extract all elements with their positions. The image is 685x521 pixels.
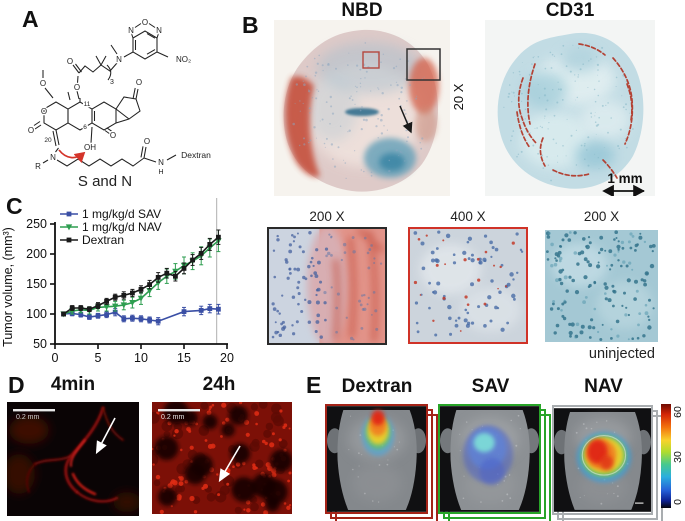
scale-bar-label: 0.2 mm — [16, 414, 40, 421]
scale-bar-label: 1 mm — [607, 171, 642, 186]
svg-text:Dextran: Dextran — [181, 150, 211, 160]
svg-text:O: O — [110, 131, 116, 140]
colorbar-min-label: 0 — [672, 499, 684, 505]
svg-text:1 mg/kg/d SAV: 1 mg/kg/d SAV — [82, 207, 161, 221]
nbd-title: NBD — [341, 0, 383, 21]
tumor-volume-chart: 0 5 10 15 20 50 100 150 200 250 Tumor volume, (mm³… — [1, 198, 234, 365]
svg-text:N: N — [156, 26, 162, 35]
inset3-magnification: 200 X — [583, 209, 620, 224]
svg-text:250: 250 — [26, 217, 47, 231]
nbd-histology-image — [274, 20, 450, 196]
stereo-caption: S and N — [77, 173, 133, 190]
magnification-20x-label: 20 X — [451, 83, 466, 111]
series-Dextran — [61, 229, 221, 317]
scale-bar — [13, 409, 55, 412]
svg-text:O: O — [40, 79, 46, 88]
heat-blob-nav — [576, 431, 632, 483]
group-sav-label: SAV — [471, 376, 510, 397]
group-dextran-label: Dextran — [341, 376, 413, 397]
tiny-scale-mark — [634, 502, 644, 504]
svg-text:0: 0 — [52, 351, 59, 365]
svg-text:O: O — [28, 126, 34, 135]
pointer-arrow — [95, 417, 116, 455]
group-nav-label: NAV — [584, 376, 623, 397]
svg-text:N: N — [128, 26, 134, 35]
cd31-vessels — [516, 43, 634, 179]
svg-text:10: 10 — [134, 351, 148, 365]
mouse-dextran-image — [325, 404, 438, 521]
svg-text:OH: OH — [84, 143, 96, 152]
scale-bar — [158, 409, 200, 412]
atom-labels: O N N NO₂ N 3 O O O O O O O 11 6 20 OH N… — [27, 17, 213, 178]
panel-c-label: C — [6, 193, 23, 219]
scale-bar-label: 0.2 mm — [161, 414, 185, 421]
svg-text:N: N — [116, 55, 122, 64]
pointer-arrow — [218, 445, 241, 483]
cd31-histology-image: 1 mm — [485, 20, 655, 196]
svg-text:O: O — [67, 57, 73, 66]
svg-text:N: N — [50, 153, 56, 162]
svg-text:100: 100 — [26, 307, 47, 321]
svg-text:15: 15 — [177, 351, 191, 365]
svg-text:20: 20 — [220, 351, 234, 365]
svg-text:11: 11 — [84, 101, 91, 108]
inset2-magnification: 400 X — [450, 209, 486, 224]
svg-text:O: O — [144, 137, 150, 146]
panel-e-label: E — [306, 372, 322, 398]
svg-text:O: O — [136, 78, 142, 87]
bond-lines — [33, 23, 177, 167]
svg-text:R: R — [35, 162, 41, 171]
fluorescence-4min-image: 0.2 mm — [7, 402, 139, 516]
svg-text:N: N — [158, 158, 164, 167]
svg-text:O: O — [41, 107, 47, 116]
fluorescence-24h-image: 0.2 mm — [152, 402, 292, 514]
intensity-colorbar — [661, 404, 671, 508]
mouse-sav-image — [438, 404, 551, 521]
svg-text:NO₂: NO₂ — [176, 55, 191, 64]
heat-blob-dextran — [361, 409, 395, 457]
panel-b-label: B — [242, 12, 259, 38]
inset3-uninjected-image — [545, 230, 658, 342]
svg-text:200: 200 — [26, 247, 47, 261]
y-axis-label: Tumor volume, (mm³) — [1, 227, 15, 347]
svg-text:20: 20 — [44, 137, 52, 144]
uninjected-caption: uninjected — [588, 346, 655, 362]
panel-a-label: A — [22, 6, 39, 32]
timepoint-4min-label: 4min — [50, 374, 96, 395]
heat-blob-sav — [463, 425, 514, 485]
svg-text:3: 3 — [110, 79, 114, 86]
nbd-pointer-arrow — [399, 105, 413, 134]
inset2-400x-image — [408, 227, 528, 344]
svg-text:O: O — [142, 18, 148, 27]
timepoint-24h-label: 24h — [202, 374, 236, 395]
svg-text:O: O — [74, 83, 80, 92]
tissue-speckle — [292, 42, 425, 179]
colorbar-max-label: 60 — [672, 406, 684, 418]
red-roi-box — [362, 51, 380, 69]
mouse-nav-image — [552, 405, 663, 521]
inset1-magnification: 200 X — [309, 209, 345, 224]
svg-text:50: 50 — [33, 337, 47, 351]
svg-text:150: 150 — [26, 277, 47, 291]
svg-text:1 mg/kg/d NAV: 1 mg/kg/d NAV — [82, 220, 162, 234]
black-roi-box — [406, 48, 441, 81]
red-curved-arrow — [58, 149, 86, 164]
chemical-structure: O N N NO₂ N 3 O O O O O O O 11 6 20 OH N… — [27, 17, 213, 178]
svg-text:5: 5 — [95, 351, 102, 365]
svg-text:6: 6 — [83, 124, 87, 131]
svg-text:H: H — [158, 169, 163, 176]
panel-d-label: D — [8, 372, 25, 398]
series-1 mg/kg/d SAV — [61, 303, 221, 326]
svg-text:Dextran: Dextran — [82, 233, 124, 247]
cd31-title: CD31 — [545, 0, 595, 21]
inset1-200x-image — [267, 227, 387, 345]
colorbar-mid-label: 30 — [672, 451, 684, 463]
